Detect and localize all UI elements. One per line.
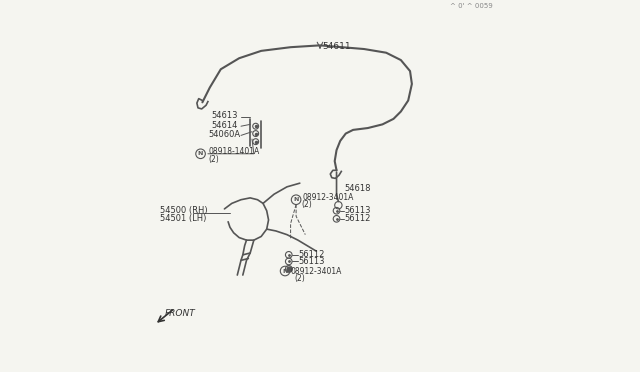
Text: N: N xyxy=(293,197,299,202)
Text: (2): (2) xyxy=(302,201,312,209)
Text: (2): (2) xyxy=(208,155,219,164)
Text: N: N xyxy=(198,151,204,156)
Text: 56112: 56112 xyxy=(299,250,325,259)
Text: FRONT: FRONT xyxy=(165,309,196,318)
Text: 56112: 56112 xyxy=(344,214,371,223)
Text: 08912-3401A: 08912-3401A xyxy=(291,266,342,276)
Text: 54060A: 54060A xyxy=(209,130,241,139)
Text: 54501 (LH): 54501 (LH) xyxy=(160,214,207,222)
Text: 54614: 54614 xyxy=(212,121,238,129)
Text: 56113: 56113 xyxy=(299,257,325,266)
Text: 54613: 54613 xyxy=(212,111,238,120)
Text: 56113: 56113 xyxy=(344,206,371,215)
Text: 54618: 54618 xyxy=(344,184,371,193)
Text: 08912-3401A: 08912-3401A xyxy=(302,193,354,202)
Text: (2): (2) xyxy=(294,274,305,283)
Text: 54611: 54611 xyxy=(322,42,351,51)
Text: ^ 0' ^ 0059: ^ 0' ^ 0059 xyxy=(450,3,493,9)
Text: 08918-1401A: 08918-1401A xyxy=(209,147,260,157)
Text: 54500 (RH): 54500 (RH) xyxy=(160,206,208,215)
Text: N: N xyxy=(282,269,288,273)
